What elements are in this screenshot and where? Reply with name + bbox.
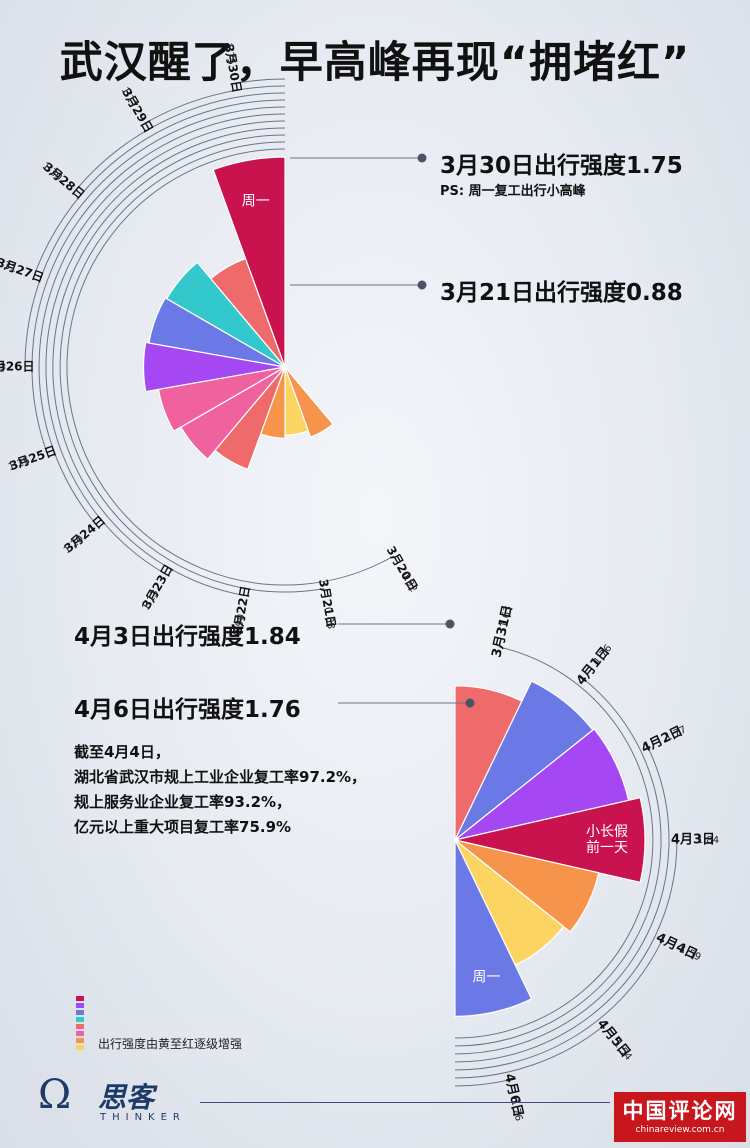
- bar-track-arc: [52, 134, 286, 596]
- callout-apr6: 4月6日出行强度1.76: [74, 697, 301, 723]
- bar-track-arc: [31, 113, 286, 454]
- chart-march: 3月20日0.923月21日0.883月22日0.903月23日1.133月24…: [0, 42, 420, 637]
- category-label: 4月3日: [671, 833, 715, 848]
- bar-track-arc: [454, 678, 662, 1047]
- legend-swatch: [76, 1017, 84, 1022]
- chart-bar: [165, 261, 286, 368]
- bar-annotation: 周一: [472, 970, 500, 986]
- callout-mar30: 3月30日出行强度1.75: [440, 153, 683, 179]
- color-legend: [76, 996, 84, 1052]
- bar-track-arc: [33, 99, 286, 276]
- thinker-logo: Ω 思客 THINKER: [36, 1068, 186, 1132]
- bar-track-arc: [454, 939, 663, 1071]
- value-label: 1.75: [222, 42, 237, 66]
- value-label: 0.92: [398, 570, 419, 595]
- note-line: 规上服务业企业复工率93.2%，: [74, 793, 292, 811]
- source-name: 中国评论网: [622, 1099, 738, 1123]
- callout-mar30-note: PS: 周一复工出行小高峰: [440, 184, 586, 199]
- value-label: 1.17: [119, 86, 140, 111]
- chart-bar: [454, 839, 533, 1018]
- value-label: 0.88: [321, 606, 336, 630]
- logo-english: THINKER: [100, 1112, 186, 1123]
- legend-swatch: [76, 1031, 84, 1036]
- bar-track-arc: [66, 148, 395, 586]
- callout-connectors: [290, 153, 475, 708]
- legend-swatch: [76, 1024, 84, 1029]
- chart-bar: [212, 156, 286, 368]
- legend-swatch: [76, 996, 84, 1001]
- connector-dot: [465, 698, 475, 708]
- connector-dot: [417, 280, 427, 290]
- bar-track-arc: [234, 78, 286, 84]
- note-line: 湖北省武汉市规上工业企业复工率97.2%，: [74, 768, 367, 786]
- bar-track-arc: [454, 746, 670, 1055]
- bar-track-arc: [38, 120, 286, 526]
- chart-april: 3月31日1.634月1日1.764月2日1.774月3日1.844月4日1.5…: [454, 604, 719, 1122]
- bar-track-arc: [24, 106, 286, 368]
- value-label: 1.63: [499, 605, 515, 629]
- logo-mark-icon: Ω: [38, 1072, 72, 1118]
- bar-track-arc: [144, 85, 286, 125]
- logo-name: 思客: [98, 1081, 155, 1114]
- connector-dot: [417, 153, 427, 163]
- bar-track-arc: [454, 1025, 604, 1079]
- page-title: 武汉醒了，早高峰再现“拥堵红”: [59, 38, 691, 88]
- bar-track-arc: [74, 92, 286, 192]
- category-label: 3月26日: [0, 360, 35, 374]
- bar-track-arc: [45, 127, 286, 575]
- value-label: 1.76: [508, 1098, 524, 1122]
- callout-apr3: 4月3日出行强度1.84: [74, 624, 301, 650]
- chart-bar: [143, 341, 286, 393]
- footer-divider: [200, 1102, 610, 1103]
- bar-annotation: 周一: [242, 194, 270, 210]
- legend-swatch: [76, 1003, 84, 1008]
- bar-track-arc: [454, 839, 678, 1063]
- chart-bar: [148, 297, 286, 368]
- legend-label: 出行强度由黄至红逐级增强: [98, 1037, 243, 1051]
- value-label: 0.90: [233, 613, 248, 637]
- source-badge: 中国评论网 chinareview.com.cn: [614, 1092, 746, 1142]
- bar-track-arc: [59, 141, 325, 593]
- chart-bar: [454, 796, 646, 884]
- source-url: chinareview.com.cn: [635, 1125, 725, 1135]
- value-label: 1.33: [0, 362, 6, 373]
- callout-mar21: 3月21日出行强度0.88: [440, 280, 683, 306]
- bar-annotation: 前一天: [586, 839, 628, 856]
- chart-bar: [454, 839, 600, 933]
- chart-bar: [284, 366, 334, 438]
- legend-swatch: [76, 1038, 84, 1043]
- note-line: 截至4月4日，: [74, 743, 170, 761]
- connector-dot: [445, 619, 455, 629]
- legend-swatch: [76, 1010, 84, 1015]
- legend-swatch: [76, 1045, 84, 1050]
- reopening-note: 截至4月4日， 湖北省武汉市规上工业企业复工率97.2%， 规上服务业企业复工率…: [74, 740, 434, 840]
- note-line: 亿元以上重大项目复工率75.9%: [74, 818, 292, 836]
- bar-track-arc: [454, 1079, 510, 1087]
- value-label: 1.13: [141, 588, 162, 613]
- value-label: 1.84: [697, 835, 719, 846]
- bar-track-arc: [454, 646, 654, 1039]
- bar-annotation: 小长假: [586, 824, 628, 840]
